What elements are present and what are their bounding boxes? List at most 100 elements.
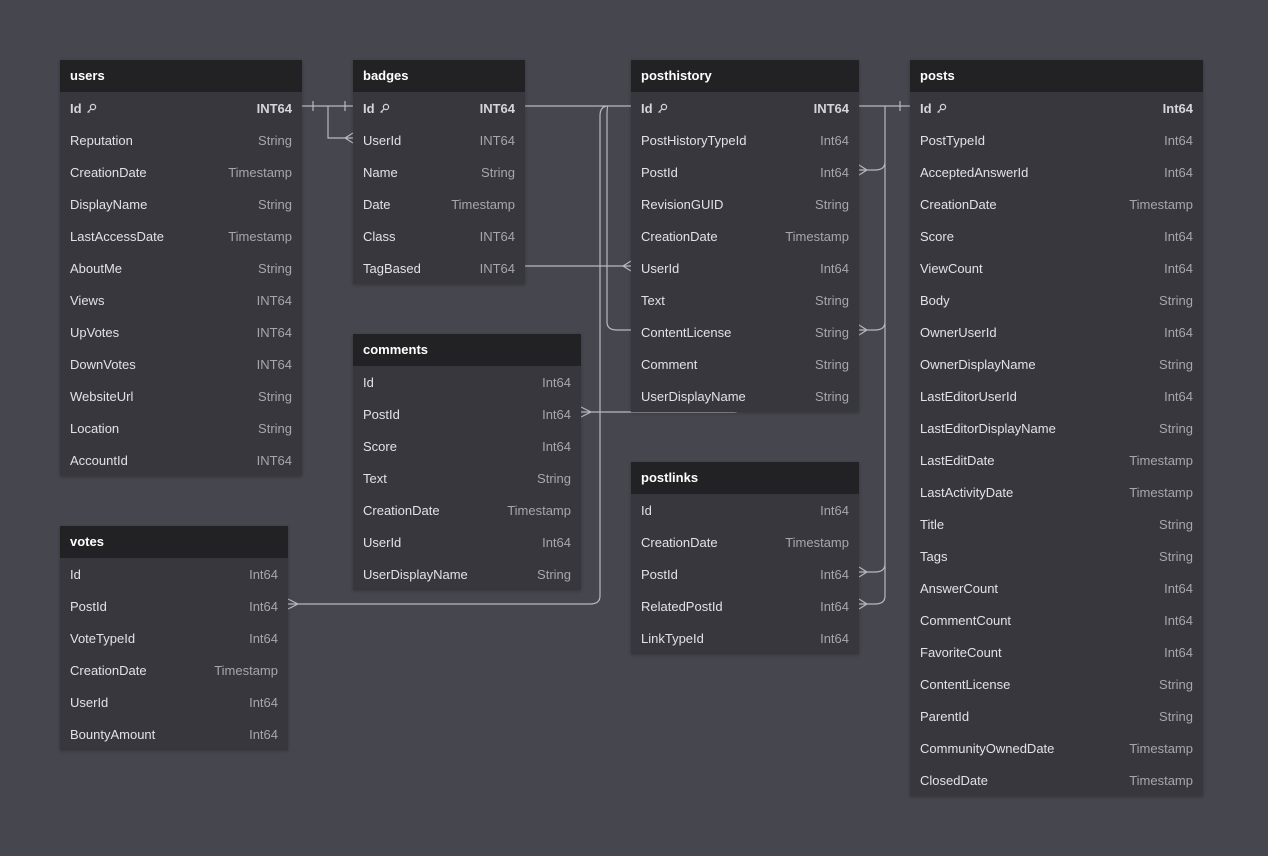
column-row: Comment String bbox=[631, 348, 859, 380]
column-name: WebsiteUrl bbox=[70, 388, 134, 404]
column-type: Int64 bbox=[1164, 228, 1193, 244]
table-name: votes bbox=[60, 526, 288, 558]
column-name: PostId bbox=[70, 598, 107, 614]
column-row: OwnerDisplayName String bbox=[910, 348, 1203, 380]
column-name: LinkTypeId bbox=[641, 630, 704, 646]
column-name: CreationDate bbox=[920, 196, 997, 212]
column-row: AcceptedAnswerId Int64 bbox=[910, 156, 1203, 188]
column-name-wrap: OwnerDisplayName bbox=[920, 357, 1036, 372]
column-name-wrap: PostHistoryTypeId bbox=[641, 133, 747, 148]
column-name-wrap: DisplayName bbox=[70, 197, 147, 212]
column-type: Timestamp bbox=[228, 164, 292, 180]
column-row: AnswerCount Int64 bbox=[910, 572, 1203, 604]
column-name: UserId bbox=[641, 260, 680, 276]
column-name: CreationDate bbox=[363, 502, 440, 518]
column-type: INT64 bbox=[813, 100, 849, 116]
column-name: PostHistoryTypeId bbox=[641, 132, 747, 148]
column-row: PostId Int64 bbox=[60, 590, 288, 622]
column-name-wrap: Id bbox=[920, 101, 947, 116]
column-name: PostId bbox=[641, 164, 678, 180]
column-type: Int64 bbox=[249, 566, 278, 582]
column-row: UserDisplayName String bbox=[353, 558, 581, 590]
column-name: Score bbox=[920, 228, 954, 244]
column-type: String bbox=[815, 196, 849, 212]
column-name: PostId bbox=[363, 406, 400, 422]
column-row: BountyAmount Int64 bbox=[60, 718, 288, 750]
column-name-wrap: RelatedPostId bbox=[641, 599, 723, 614]
column-row: VoteTypeId Int64 bbox=[60, 622, 288, 654]
column-name-wrap: Score bbox=[920, 229, 954, 244]
column-name-wrap: ContentLicense bbox=[641, 325, 731, 340]
column-row: ParentId String bbox=[910, 700, 1203, 732]
column-name-wrap: PostTypeId bbox=[920, 133, 985, 148]
column-name-wrap: Id bbox=[641, 101, 668, 116]
column-type: Timestamp bbox=[1129, 772, 1193, 788]
column-name: OwnerDisplayName bbox=[920, 356, 1036, 372]
column-name-wrap: ContentLicense bbox=[920, 677, 1010, 692]
column-type: Int64 bbox=[820, 132, 849, 148]
column-type: Timestamp bbox=[507, 502, 571, 518]
column-type: Int64 bbox=[542, 406, 571, 422]
column-name: CreationDate bbox=[641, 534, 718, 550]
column-row: UpVotes INT64 bbox=[60, 316, 302, 348]
column-type: Int64 bbox=[542, 534, 571, 550]
column-row: Tags String bbox=[910, 540, 1203, 572]
column-name-wrap: Date bbox=[363, 197, 390, 212]
column-name: ContentLicense bbox=[920, 676, 1011, 692]
column-name: Id bbox=[70, 566, 81, 582]
column-name-wrap: LastEditorDisplayName bbox=[920, 421, 1056, 436]
column-name: Text bbox=[641, 292, 665, 308]
column-name-wrap: Id bbox=[641, 503, 652, 518]
column-type: INT64 bbox=[256, 100, 292, 116]
column-type: Int64 bbox=[1164, 164, 1193, 180]
key-icon bbox=[379, 103, 389, 113]
column-name: Text bbox=[363, 470, 387, 486]
column-name: BountyAmount bbox=[70, 726, 156, 742]
column-type: Int64 bbox=[820, 260, 849, 276]
column-type: INT64 bbox=[256, 292, 292, 308]
table: comments Id Int64 PostId Int64 Score Int64 Text… bbox=[353, 334, 581, 590]
column-type: INT64 bbox=[479, 132, 515, 148]
column-type: Int64 bbox=[249, 630, 278, 646]
link-posthistory bbox=[606, 105, 631, 331]
column-type: Int64 bbox=[1164, 612, 1193, 628]
column-name: Id bbox=[363, 100, 375, 116]
column-row: CreationDate Timestamp bbox=[353, 494, 581, 526]
column-row: LastAccessDate Timestamp bbox=[60, 220, 302, 252]
table-name: comments bbox=[353, 334, 581, 366]
column-type: Timestamp bbox=[228, 228, 292, 244]
column-name-wrap: Title bbox=[920, 517, 944, 532]
table-name: badges bbox=[353, 60, 525, 92]
column-row: CommentCount Int64 bbox=[910, 604, 1203, 636]
column-row: CreationDate Timestamp bbox=[910, 188, 1203, 220]
column-name-wrap: PostId bbox=[70, 599, 107, 614]
column-row: TagBased INT64 bbox=[353, 252, 525, 284]
column-name-wrap: ParentId bbox=[920, 709, 969, 724]
column-name: Location bbox=[70, 420, 120, 436]
column-row: CreationDate Timestamp bbox=[60, 156, 302, 188]
column-name-wrap: UserDisplayName bbox=[363, 567, 468, 582]
column-name-wrap: ViewCount bbox=[920, 261, 983, 276]
column-name-wrap: AccountId bbox=[70, 453, 128, 468]
column-row: Id Int64 bbox=[60, 558, 288, 590]
key-icon bbox=[936, 103, 946, 113]
column-name: RevisionGUID bbox=[641, 196, 724, 212]
column-type: Timestamp bbox=[1129, 452, 1193, 468]
column-name-wrap: Tags bbox=[920, 549, 947, 564]
column-name: AccountId bbox=[70, 452, 128, 468]
column-name-wrap: AcceptedAnswerId bbox=[920, 165, 1028, 180]
column-type: Int64 bbox=[1164, 324, 1193, 340]
column-row: AboutMe String bbox=[60, 252, 302, 284]
column-row: FavoriteCount Int64 bbox=[910, 636, 1203, 668]
column-name-wrap: Id bbox=[70, 567, 81, 582]
column-row: Views INT64 bbox=[60, 284, 302, 316]
column-name: UserDisplayName bbox=[641, 388, 746, 404]
column-type: Int64 bbox=[820, 164, 849, 180]
column-row: Id INT64 bbox=[353, 92, 525, 124]
column-type: Int64 bbox=[249, 694, 278, 710]
column-type: Int64 bbox=[820, 566, 849, 582]
column-name-wrap: AboutMe bbox=[70, 261, 122, 276]
column-name-wrap: OwnerUserId bbox=[920, 325, 997, 340]
column-type: String bbox=[815, 388, 849, 404]
column-name: Body bbox=[920, 292, 950, 308]
